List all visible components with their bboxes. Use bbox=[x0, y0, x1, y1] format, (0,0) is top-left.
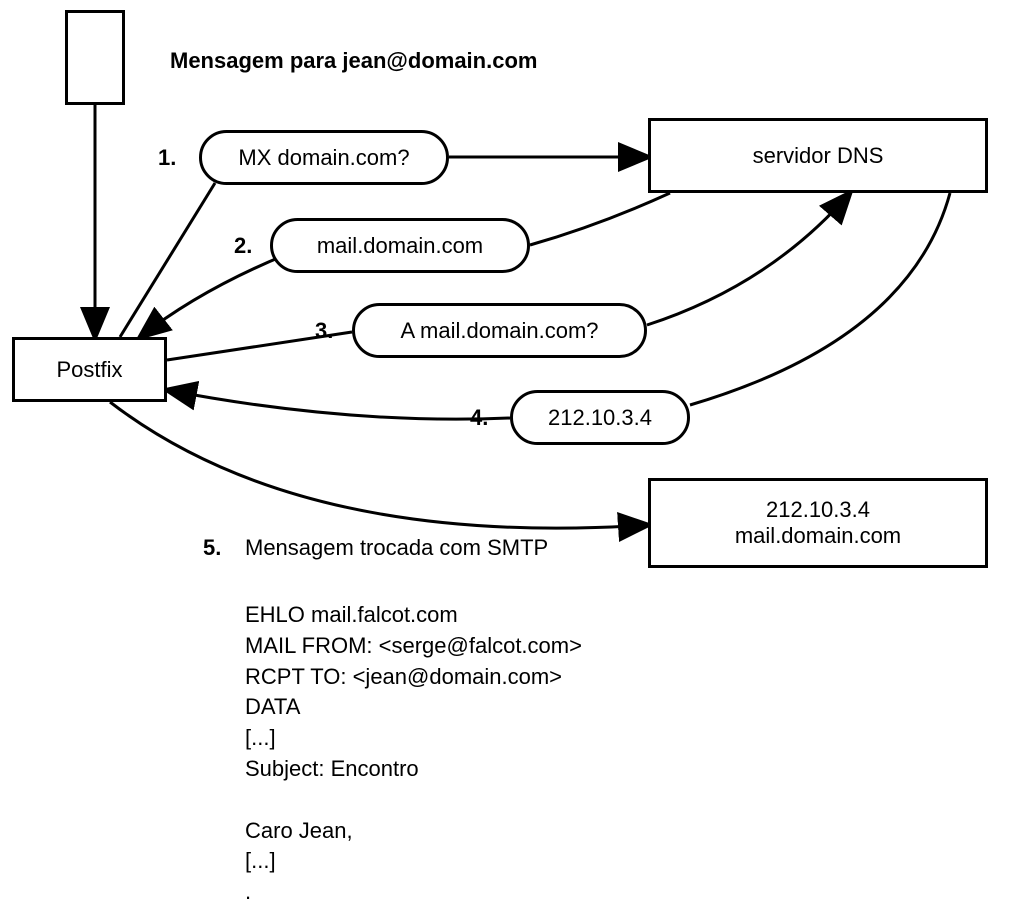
response-2-text: mail.domain.com bbox=[317, 233, 483, 259]
response-4-pill: 212.10.3.4 bbox=[510, 390, 690, 445]
edge-e_postfix_to_q1 bbox=[120, 183, 215, 337]
edge-e_dns_to_q4 bbox=[690, 193, 950, 405]
postfix-label: Postfix bbox=[56, 357, 122, 383]
response-4-text: 212.10.3.4 bbox=[548, 405, 652, 431]
dns-box: servidor DNS bbox=[648, 118, 988, 193]
query-1-text: MX domain.com? bbox=[238, 145, 409, 171]
step-3-number: 3. bbox=[315, 318, 333, 344]
edge-e_q2_to_postfix bbox=[140, 255, 285, 337]
edge-e_q4_to_postfix bbox=[167, 390, 510, 419]
mailserver-ip: 212.10.3.4 bbox=[735, 497, 901, 523]
response-2-pill: mail.domain.com bbox=[270, 218, 530, 273]
query-3-text: A mail.domain.com? bbox=[400, 318, 598, 344]
postfix-box: Postfix bbox=[12, 337, 167, 402]
query-1-pill: MX domain.com? bbox=[199, 130, 449, 185]
step-5-label: Mensagem trocada com SMTP bbox=[245, 535, 548, 561]
step-2-number: 2. bbox=[234, 233, 252, 259]
diagram-container: Postfix servidor DNS 212.10.3.4 mail.dom… bbox=[0, 0, 1024, 919]
dns-label: servidor DNS bbox=[753, 143, 884, 169]
mailserver-box: 212.10.3.4 mail.domain.com bbox=[648, 478, 988, 568]
step-5-number: 5. bbox=[203, 535, 221, 561]
mailserver-host: mail.domain.com bbox=[735, 523, 901, 549]
diagram-title: Mensagem para jean@domain.com bbox=[170, 48, 537, 74]
edge-e_dns_to_q2 bbox=[530, 193, 670, 245]
step-1-number: 1. bbox=[158, 145, 176, 171]
source-box bbox=[65, 10, 125, 105]
query-3-pill: A mail.domain.com? bbox=[352, 303, 647, 358]
smtp-transcript: EHLO mail.falcot.com MAIL FROM: <serge@f… bbox=[245, 600, 582, 908]
edge-e_q3_to_dns bbox=[647, 193, 850, 325]
step-4-number: 4. bbox=[470, 405, 488, 431]
